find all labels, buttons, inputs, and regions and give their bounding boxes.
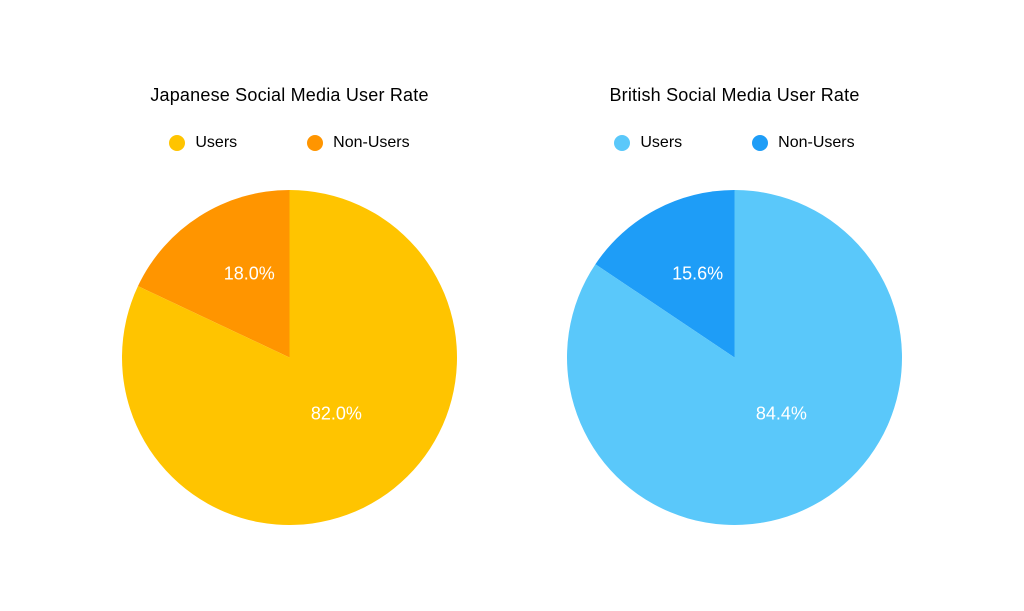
chart-panel-japanese: Japanese Social Media User Rate Users No… bbox=[122, 85, 457, 525]
pie-chart: 18.0% 82.0% bbox=[122, 190, 457, 525]
legend-dot-icon bbox=[169, 135, 185, 151]
legend: Users Non-Users bbox=[614, 134, 854, 152]
slice-label: 84.4% bbox=[756, 404, 807, 425]
legend-label: Users bbox=[640, 134, 682, 152]
legend: Users Non-Users bbox=[169, 134, 409, 152]
chart-title: British Social Media User Rate bbox=[609, 85, 859, 106]
legend-item-users: Users bbox=[614, 134, 682, 152]
charts-row: Japanese Social Media User Rate Users No… bbox=[122, 85, 902, 525]
chart-title: Japanese Social Media User Rate bbox=[150, 85, 428, 106]
slice-label: 82.0% bbox=[311, 404, 362, 425]
legend-label: Non-Users bbox=[333, 134, 409, 152]
slice-label: 18.0% bbox=[224, 263, 275, 284]
legend-dot-icon bbox=[752, 135, 768, 151]
legend-label: Users bbox=[195, 134, 237, 152]
legend-label: Non-Users bbox=[778, 134, 854, 152]
pie-svg bbox=[122, 190, 457, 525]
chart-panel-british: British Social Media User Rate Users Non… bbox=[567, 85, 902, 525]
legend-item-nonusers: Non-Users bbox=[752, 134, 854, 152]
legend-item-users: Users bbox=[169, 134, 237, 152]
slice-label: 15.6% bbox=[672, 263, 723, 284]
pie-svg bbox=[567, 190, 902, 525]
legend-item-nonusers: Non-Users bbox=[307, 134, 409, 152]
legend-dot-icon bbox=[614, 135, 630, 151]
legend-dot-icon bbox=[307, 135, 323, 151]
pie-chart: 15.6% 84.4% bbox=[567, 190, 902, 525]
